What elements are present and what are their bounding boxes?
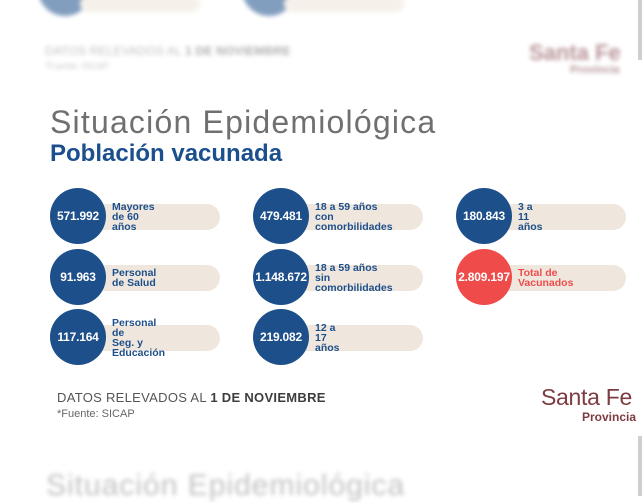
brand-logo: Santa Fe <box>541 384 632 410</box>
ghost-edge <box>638 0 642 60</box>
ghost-top-section: DATOS RELEVADOS AL 1 DE NOVIEMBRE *Fuent… <box>0 0 642 90</box>
stat-value: 1.148.672 <box>253 249 309 305</box>
stat-label: 3 a 11 años <box>518 201 543 233</box>
data-date-prefix: DATOS RELEVADOS AL <box>57 390 211 405</box>
ghost-pill <box>284 0 404 12</box>
page-title: Situación Epidemiológica <box>50 104 437 140</box>
ghost-brand: Santa Fe <box>529 40 621 65</box>
ghost-edge <box>638 436 642 496</box>
stat-value: 180.843 <box>456 188 512 244</box>
stat-value-total: 2.809.197 <box>456 249 512 305</box>
ghost-pill <box>80 0 200 12</box>
stat-value: 571.992 <box>50 188 106 244</box>
ghost-relevado: DATOS RELEVADOS AL 1 DE NOVIEMBRE <box>45 44 291 58</box>
stat-value: 91.963 <box>50 249 106 305</box>
ghost-title: Situación Epidemiológica <box>46 469 406 502</box>
brand-logo-sub: Provincia <box>582 410 637 424</box>
source-note: *Fuente: SICAP <box>57 408 135 420</box>
ghost-bottom-section: Situación Epidemiológica <box>0 455 642 502</box>
stat-label: 18 a 59 años con comorbilidades <box>315 201 393 233</box>
stat-label: 18 a 59 años sin comorbilidades <box>315 262 393 294</box>
ghost-circle <box>38 0 92 16</box>
stat-label: Personal de Seg. y Educación <box>112 317 166 359</box>
ghost-brand-sub: Provincia <box>570 64 620 76</box>
ghost-circle <box>242 0 296 16</box>
ghost-fuente: *Fuente: SICAP <box>45 61 109 71</box>
stat-value: 479.481 <box>253 188 309 244</box>
stat-value: 219.082 <box>253 309 309 365</box>
stat-label-total: Total de Vacunados <box>518 267 574 289</box>
data-date-note: DATOS RELEVADOS AL 1 DE NOVIEMBRE <box>57 390 326 405</box>
stat-label: 12 a 17 años <box>315 322 340 354</box>
page-subtitle: Población vacunada <box>50 140 283 167</box>
stat-label: Mayores de 60 años <box>112 201 155 233</box>
stat-value: 117.164 <box>50 309 106 365</box>
stat-label: Personal de Salud <box>112 267 157 289</box>
data-date: 1 DE NOVIEMBRE <box>210 390 326 405</box>
